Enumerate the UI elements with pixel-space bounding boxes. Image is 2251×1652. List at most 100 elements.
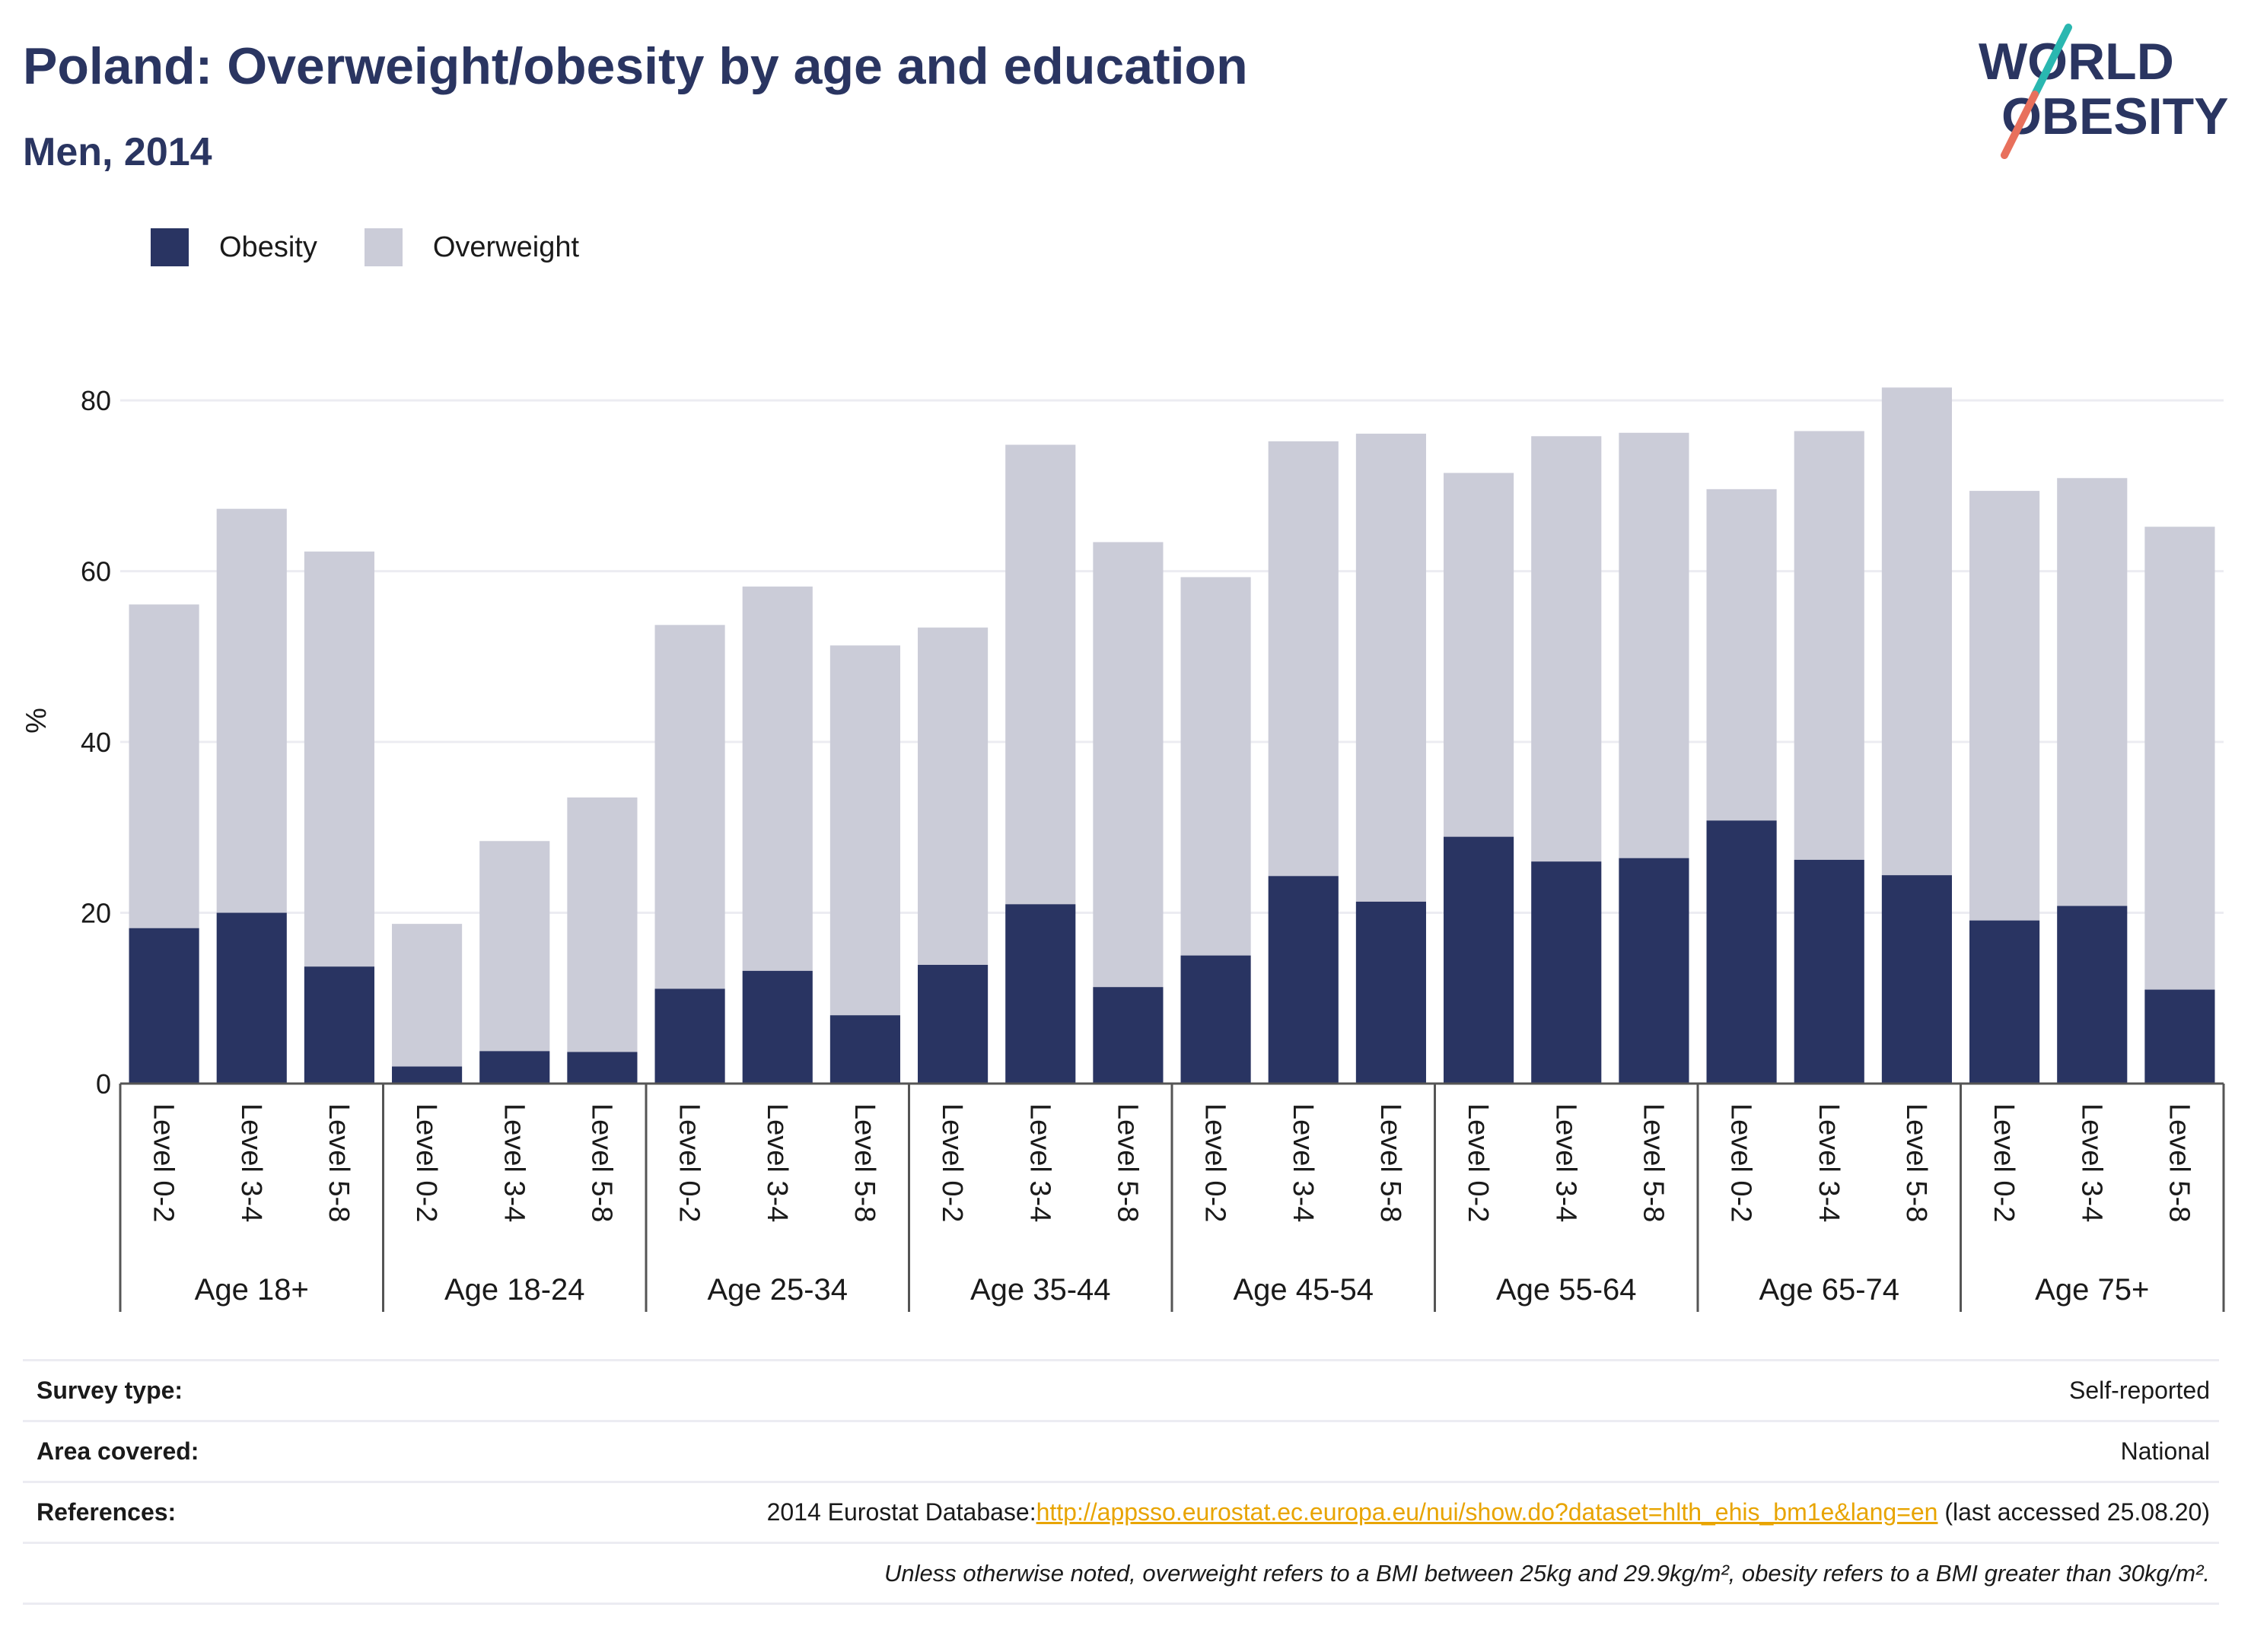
- bar-chart: 0 20 40 60 80% Level 0-2 Level 3-4 Level 5-8 Lev…: [21, 385, 2225, 1312]
- bar-obesity: [829, 1015, 900, 1084]
- x-tick-label: Level 5-8: [1374, 1103, 1406, 1222]
- bar-obesity: [216, 912, 287, 1084]
- bar-obesity: [1005, 904, 1076, 1084]
- references-label: References:: [37, 1498, 177, 1526]
- x-tick-label: Level 5-8: [1900, 1103, 1932, 1222]
- legend-swatch-obesity: [151, 228, 189, 266]
- x-tick-label: Level 0-2: [1725, 1103, 1757, 1222]
- legend-label-obesity: Obesity: [219, 231, 317, 263]
- bar-overweight: [1619, 432, 1689, 858]
- survey-type-value: Self-reported: [2069, 1377, 2210, 1404]
- y-tick-label: 40: [81, 727, 111, 758]
- bar-overweight: [479, 841, 550, 1052]
- area-value: National: [2120, 1437, 2210, 1465]
- table-row-note: Unless otherwise noted, overweight refer…: [23, 1544, 2219, 1605]
- logo-text-line1: WORLD: [1979, 33, 2174, 91]
- bar-overweight: [742, 586, 813, 971]
- bar-obesity: [2144, 989, 2215, 1084]
- info-table: Survey type: Self-reported Area covered:…: [23, 1359, 2219, 1605]
- bar-overweight: [567, 797, 638, 1052]
- bar-overweight: [654, 625, 725, 989]
- bar-overweight: [1268, 441, 1339, 877]
- bar-overweight: [1005, 444, 1076, 905]
- legend-swatch-overweight: [364, 228, 403, 266]
- bar-obesity: [1355, 901, 1426, 1084]
- bar-overweight: [1706, 489, 1777, 821]
- x-tick-label: Level 3-4: [1813, 1103, 1845, 1222]
- bar-overweight: [1444, 473, 1514, 837]
- bar-obesity: [654, 988, 725, 1084]
- bar-obesity: [129, 928, 199, 1084]
- x-tick-label: Level 5-8: [1111, 1103, 1143, 1222]
- references-suffix: (last accessed 25.08.20): [1937, 1498, 2210, 1526]
- bar-overweight: [1093, 542, 1164, 988]
- y-tick-label: 20: [81, 898, 111, 929]
- group-label: Age 35-44: [970, 1273, 1111, 1307]
- x-tick-label: Level 5-8: [585, 1103, 617, 1222]
- bar-obesity: [918, 964, 989, 1084]
- x-tick-label: Level 3-4: [1024, 1103, 1055, 1222]
- bar-obesity: [1268, 876, 1339, 1084]
- bar-overweight: [1969, 491, 2040, 921]
- x-tick-label: Level 0-2: [410, 1103, 442, 1222]
- group-label: Age 18+: [195, 1273, 309, 1307]
- legend-item-overweight[interactable]: Overweight: [364, 228, 580, 266]
- table-row-references: References: 2014 Eurostat Database:http:…: [23, 1483, 2219, 1544]
- references-value: 2014 Eurostat Database:http://appsso.eur…: [767, 1498, 2210, 1526]
- survey-type-label: Survey type:: [37, 1377, 183, 1404]
- x-tick-label: Level 3-4: [498, 1103, 530, 1222]
- x-tick-label: Level 0-2: [148, 1103, 180, 1222]
- bar-overweight: [304, 551, 374, 967]
- bar-overweight: [1355, 433, 1426, 902]
- bar-obesity: [392, 1066, 463, 1084]
- x-tick-label: Level 3-4: [761, 1103, 793, 1222]
- x-tick-label: Level 0-2: [936, 1103, 968, 1222]
- x-tick-label: Level 3-4: [1549, 1103, 1581, 1222]
- bar-obesity: [1531, 861, 1602, 1084]
- x-tick-label: Level 3-4: [235, 1103, 267, 1222]
- legend-label-overweight: Overweight: [432, 231, 580, 263]
- bar-obesity: [1619, 858, 1689, 1084]
- y-tick-label: 80: [81, 385, 111, 416]
- bar-obesity: [1180, 955, 1251, 1084]
- bar-obesity: [567, 1052, 638, 1084]
- bar-overweight: [1794, 431, 1864, 860]
- bar-overweight: [1180, 577, 1251, 956]
- bar-overweight: [829, 645, 900, 1016]
- bar-overweight: [129, 604, 199, 928]
- y-tick-label: 0: [96, 1068, 111, 1100]
- group-label: Age 18-24: [444, 1273, 585, 1307]
- group-label: Age 65-74: [1759, 1273, 1899, 1307]
- bar-obesity: [1093, 987, 1164, 1084]
- legend-item-obesity[interactable]: Obesity: [151, 228, 317, 266]
- chart-legend: Obesity Overweight: [151, 227, 626, 268]
- bar-obesity: [2057, 906, 2128, 1084]
- logo-text-line2: OBESITY: [2001, 88, 2229, 145]
- x-tick-label: Level 5-8: [2163, 1103, 2195, 1222]
- x-tick-label: Level 3-4: [2075, 1103, 2107, 1222]
- world-obesity-logo: WORLD OBESITY: [1979, 24, 2229, 159]
- group-label: Age 55-64: [1496, 1273, 1637, 1307]
- table-row-area: Area covered: National: [23, 1422, 2219, 1483]
- chart-title: Poland: Overweight/obesity by age and ed…: [23, 37, 1248, 95]
- table-row-survey-type: Survey type: Self-reported: [23, 1361, 2219, 1422]
- x-tick-label: Level 3-4: [1287, 1103, 1319, 1222]
- x-tick-label: Level 5-8: [849, 1103, 880, 1222]
- references-prefix: 2014 Eurostat Database:: [766, 1498, 1036, 1526]
- y-tick-label: 60: [81, 556, 111, 587]
- bar-overweight: [2057, 478, 2128, 906]
- x-tick-label: Level 0-2: [1199, 1103, 1231, 1222]
- x-tick-label: Level 5-8: [1637, 1103, 1669, 1222]
- area-label: Area covered:: [37, 1437, 199, 1465]
- bar-overweight: [918, 627, 989, 965]
- chart-subtitle: Men, 2014: [23, 130, 212, 174]
- x-tick-label: Level 0-2: [673, 1103, 705, 1222]
- definition-note: Unless otherwise noted, overweight refer…: [884, 1559, 2210, 1587]
- bar-overweight: [1531, 436, 1602, 862]
- group-label: Age 75+: [2035, 1273, 2149, 1307]
- x-tick-label: Level 0-2: [1988, 1103, 2020, 1222]
- references-link[interactable]: http://appsso.eurostat.ec.europa.eu/nui/…: [1036, 1498, 1938, 1526]
- bar-obesity: [1969, 920, 2040, 1084]
- bar-overweight: [216, 508, 287, 913]
- group-label: Age 45-54: [1233, 1273, 1374, 1307]
